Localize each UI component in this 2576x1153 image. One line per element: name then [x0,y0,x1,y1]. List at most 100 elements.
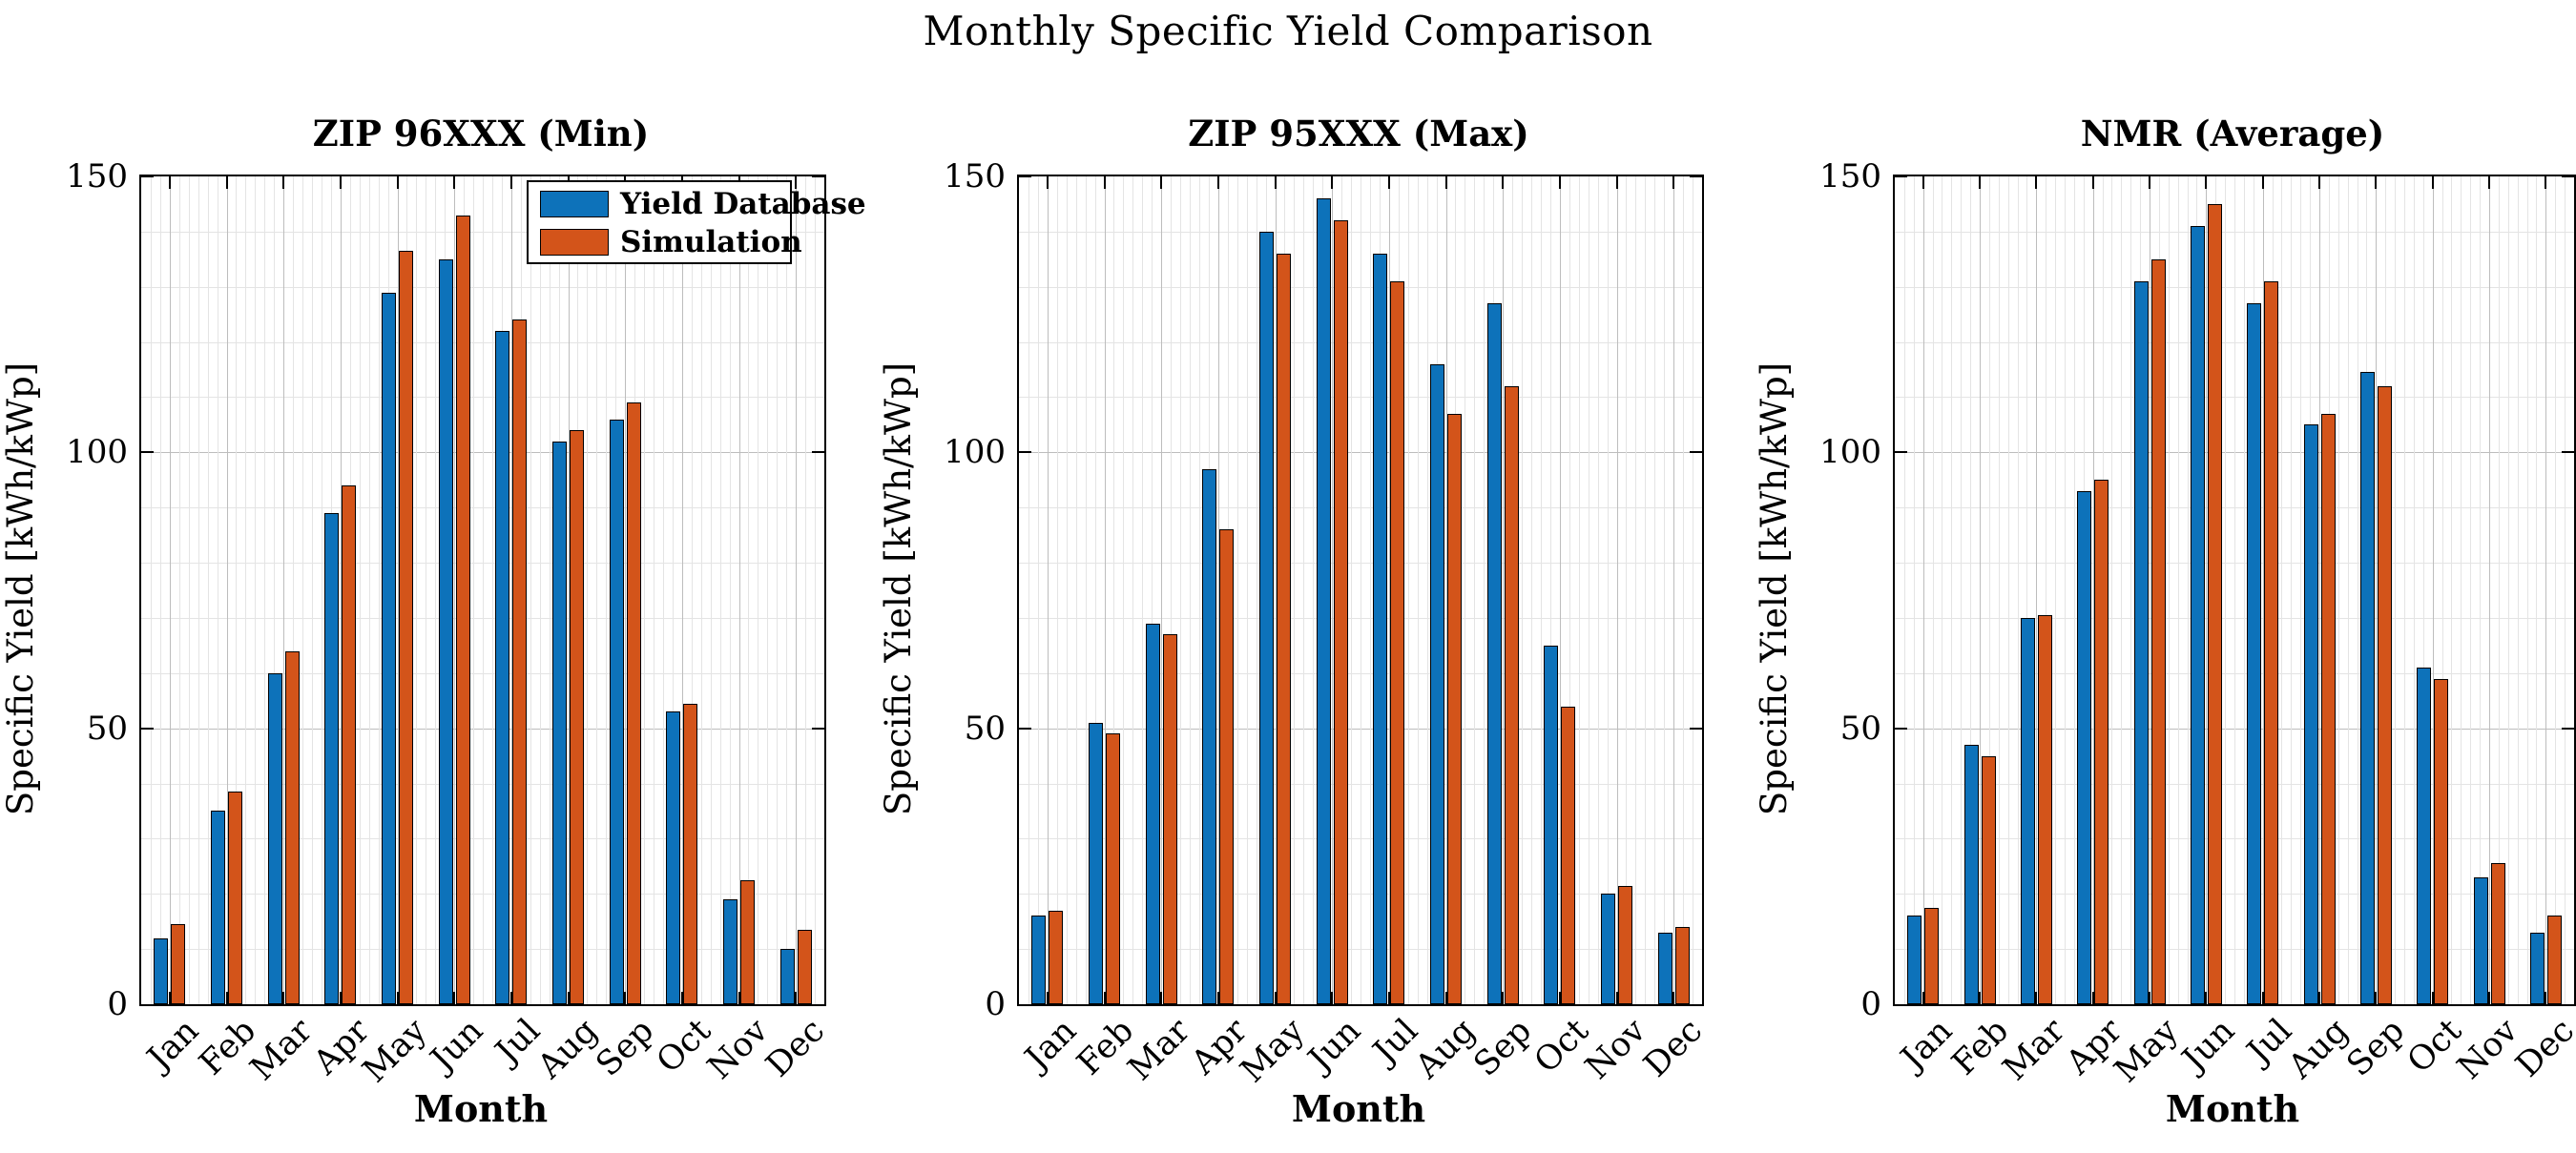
bar-apr-simulation [2094,480,2109,1004]
x-minor-gridline [2413,176,2415,1004]
y-minor-gridline [1019,397,1702,399]
bar-aug-simulation [1447,413,1462,1004]
y-minor-gridline [1895,838,2574,840]
bar-dec-simulation [1674,927,1690,1004]
x-minor-gridline [416,176,418,1004]
x-tick-label: Mar [1996,1011,2073,1089]
bar-jan-simulation [1924,907,1940,1004]
y-major-gridline [141,452,824,454]
bar-feb-yield-database [1963,745,1979,1004]
bar-sep-yield-database [2359,372,2375,1004]
x-minor-gridline [1132,176,1134,1004]
x-axis-tick [339,992,342,1004]
bar-mar-yield-database [1145,623,1160,1004]
x-axis-tick [1444,992,1447,1004]
x-axis-label: Month [1291,1087,1426,1130]
y-minor-gridline [1895,617,2574,619]
bar-oct-simulation [683,703,698,1004]
x-minor-gridline [1037,176,1039,1004]
x-minor-gridline [729,176,731,1004]
x-axis-tick [282,992,285,1004]
x-axis-tick [509,992,512,1004]
x-minor-gridline [1607,176,1609,1004]
bar-sep-simulation [2377,385,2392,1004]
y-axis-tick [812,175,824,177]
x-major-gridline [169,176,171,1004]
y-axis-tick [1690,727,1702,730]
x-minor-gridline [2234,176,2235,1004]
x-axis-tick [1979,176,1981,189]
y-minor-gridline [1895,341,2574,343]
x-axis-tick [1274,176,1277,189]
x-axis-tick [2261,992,2264,1004]
y-minor-gridline [1019,563,1702,565]
y-minor-gridline [141,286,824,288]
x-tick-label: Sep [589,1011,662,1084]
x-axis-tick [509,176,512,189]
x-axis-tick [2488,176,2490,189]
x-axis-tick [1558,176,1561,189]
y-major-gridline [1019,728,1702,730]
bar-may-yield-database [2133,280,2149,1004]
x-major-gridline [1673,176,1675,1004]
x-axis-tick [2035,992,2038,1004]
x-minor-gridline [1028,176,1029,1004]
x-minor-gridline [255,176,257,1004]
x-tick-label: Oct [649,1011,718,1081]
x-tick-label: May [355,1011,434,1091]
x-axis-tick [2205,992,2208,1004]
bar-dec-simulation [2546,916,2562,1004]
bar-dec-simulation [797,929,812,1004]
y-tick-label: 150 [944,157,1006,196]
bar-jan-yield-database [154,937,169,1004]
y-minor-gridline [1895,894,2574,896]
x-axis-tick [1103,176,1106,189]
x-axis-tick [2205,176,2208,189]
bar-sep-simulation [626,402,641,1004]
bar-oct-yield-database [1544,645,1559,1004]
x-minor-gridline [777,176,779,1004]
bar-aug-simulation [570,430,584,1004]
x-minor-gridline [1998,176,2000,1004]
bar-oct-simulation [1561,706,1576,1004]
y-minor-gridline [1895,397,2574,399]
x-axis-tick [2545,176,2547,189]
x-minor-gridline [1246,176,1248,1004]
x-minor-gridline [662,176,664,1004]
bar-feb-simulation [1981,755,1996,1004]
x-minor-gridline [2187,176,2189,1004]
bar-jun-yield-database [1316,198,1331,1004]
y-minor-gridline [1019,231,1702,233]
bar-apr-yield-database [324,513,340,1004]
x-minor-gridline [207,176,209,1004]
x-tick-label: May [1233,1011,1312,1091]
x-minor-gridline [1066,176,1068,1004]
x-minor-gridline [302,176,304,1004]
x-axis-tick [2318,992,2320,1004]
x-minor-gridline [1961,176,1963,1004]
y-minor-gridline [1895,231,2574,233]
y-minor-gridline [141,838,824,840]
subplot-zip96-min: ZIP 96XXX (Min) Specific Yield [kWh/kWp]… [1,0,866,1153]
x-axis-tick [1672,992,1675,1004]
bar-nov-simulation [2490,863,2505,1004]
x-tick-label: Aug [2281,1011,2357,1086]
x-minor-gridline [1474,176,1476,1004]
x-axis-label: Month [2165,1087,2300,1130]
x-minor-gridline [1664,176,1666,1004]
y-tick-label: 150 [1819,157,1881,196]
x-minor-gridline [473,176,475,1004]
x-minor-gridline [786,176,788,1004]
x-minor-gridline [2300,176,2302,1004]
x-axis-tick [2431,176,2434,189]
bar-jul-yield-database [2247,303,2262,1004]
x-minor-gridline [1597,176,1599,1004]
x-minor-gridline [1626,176,1628,1004]
x-axis-tick [1922,176,1924,189]
figure-suptitle: Monthly Specific Yield Comparison [923,8,1653,54]
x-axis-tick [1160,176,1163,189]
bar-nov-simulation [1618,885,1632,1004]
x-axis-tick [225,176,228,189]
x-axis-tick [396,176,399,189]
bar-mar-yield-database [267,672,282,1004]
